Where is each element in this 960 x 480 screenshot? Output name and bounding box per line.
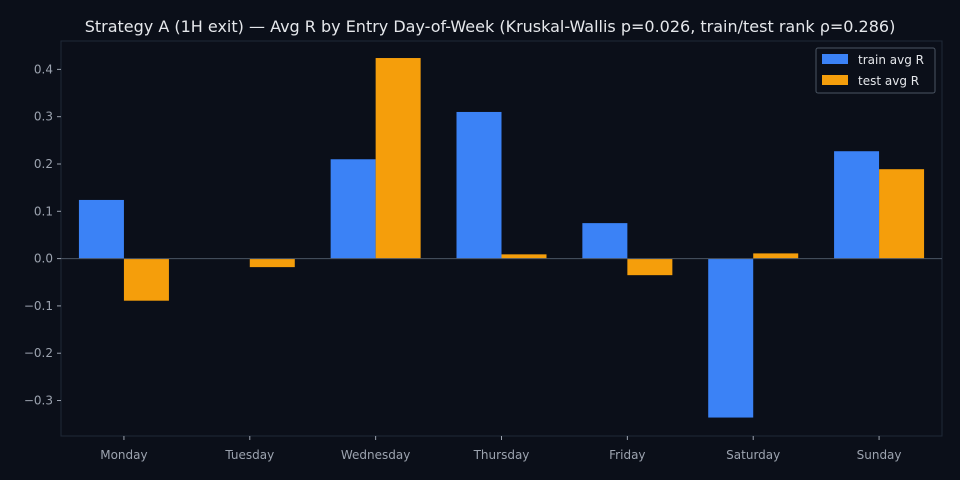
chart-title: Strategy A (1H exit) — Avg R by Entry Da…	[85, 17, 896, 36]
x-axis: Monday Tuesday Wednesday Thursday Friday Satu…	[100, 436, 902, 462]
y-tick-label: 0.2	[34, 157, 53, 171]
bar-test-avg-r-monday	[123, 258, 169, 301]
bar-train-avg-r-sunday	[834, 151, 880, 259]
x-tick-label-monday: Monday	[100, 448, 147, 462]
y-axis: −0.3 −0.2 −0.1 0.0 0.1 0.2 0.3 0.4	[24, 62, 61, 408]
x-tick-label-wednesday: Wednesday	[341, 448, 410, 462]
bar-train-avg-r-thursday	[456, 111, 502, 259]
bar-test-avg-r-tuesday	[249, 258, 295, 268]
y-tick-label: −0.1	[24, 299, 53, 313]
legend-label-train: train avg R	[858, 53, 924, 67]
y-tick-label: 0.0	[34, 252, 53, 266]
bar-test-avg-r-wednesday	[375, 58, 421, 259]
bar-test-avg-r-friday	[627, 258, 673, 276]
y-tick-label: 0.3	[34, 110, 53, 124]
bar-train-avg-r-wednesday	[330, 159, 376, 259]
bars-layer	[78, 58, 925, 418]
x-tick-label-saturday: Saturday	[726, 448, 780, 462]
x-tick-label-friday: Friday	[609, 448, 645, 462]
legend: train avg R test avg R	[815, 47, 936, 94]
x-tick-label-tuesday: Tuesday	[224, 448, 274, 462]
y-tick-label: 0.4	[34, 62, 53, 76]
bar-test-avg-r-saturday	[753, 253, 799, 259]
bar-train-avg-r-monday	[78, 199, 124, 259]
x-tick-label-sunday: Sunday	[857, 448, 902, 462]
y-tick-label: −0.2	[24, 346, 53, 360]
legend-label-test: test avg R	[858, 74, 919, 88]
bar-test-avg-r-thursday	[501, 254, 547, 259]
y-tick-label: 0.1	[34, 204, 53, 218]
y-tick-label: −0.3	[24, 394, 53, 408]
legend-swatch-test	[822, 75, 848, 85]
legend-swatch-train	[822, 54, 848, 64]
bar-train-avg-r-saturday	[708, 258, 754, 418]
x-tick-label-thursday: Thursday	[473, 448, 530, 462]
bar-test-avg-r-sunday	[879, 169, 925, 259]
bar-train-avg-r-friday	[582, 223, 628, 259]
